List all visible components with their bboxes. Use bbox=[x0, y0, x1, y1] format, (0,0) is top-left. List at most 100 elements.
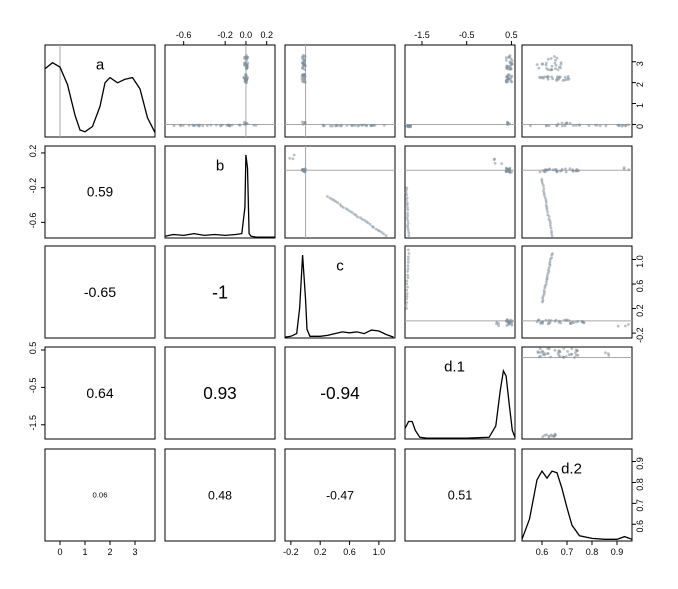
data-point bbox=[246, 61, 250, 65]
data-point bbox=[181, 124, 185, 127]
data-point bbox=[201, 124, 205, 128]
data-point bbox=[559, 321, 563, 325]
data-point bbox=[547, 124, 551, 128]
data-point bbox=[405, 203, 409, 207]
data-point bbox=[622, 166, 626, 170]
density-curve-b bbox=[164, 154, 275, 238]
variable-label-c: c bbox=[336, 258, 344, 275]
tick-label: 0.8 bbox=[586, 547, 599, 557]
tick-label: 3 bbox=[132, 547, 137, 557]
data-point bbox=[380, 231, 384, 234]
data-point bbox=[529, 124, 532, 128]
data-point bbox=[550, 231, 553, 235]
panel-b-b bbox=[164, 145, 276, 239]
data-point bbox=[407, 231, 411, 235]
data-point bbox=[407, 252, 411, 255]
panel-frame bbox=[521, 346, 633, 440]
data-point bbox=[563, 75, 567, 79]
panel-c-c bbox=[284, 245, 396, 339]
data-point bbox=[594, 123, 597, 127]
data-point bbox=[509, 67, 513, 70]
panel-b-d.1 bbox=[404, 145, 516, 239]
data-point bbox=[540, 179, 544, 183]
data-point bbox=[300, 120, 304, 124]
tick-label: 0 bbox=[57, 547, 62, 557]
tick-label: 0.5 bbox=[505, 30, 518, 40]
correlation-label: 0.93 bbox=[203, 383, 236, 403]
data-point bbox=[339, 124, 343, 128]
tick-label: 0 bbox=[635, 124, 645, 129]
data-point bbox=[406, 226, 410, 230]
data-point bbox=[242, 75, 246, 79]
data-point bbox=[560, 169, 563, 173]
data-point bbox=[366, 221, 370, 225]
correlation-label: -0.47 bbox=[326, 488, 354, 502]
data-point bbox=[219, 124, 223, 128]
data-point bbox=[500, 162, 504, 166]
data-point bbox=[508, 122, 511, 126]
data-point bbox=[303, 68, 307, 71]
panel-c-a bbox=[44, 245, 156, 339]
data-point bbox=[566, 75, 570, 78]
data-point bbox=[509, 57, 513, 61]
data-point bbox=[406, 219, 410, 223]
data-point bbox=[575, 169, 578, 173]
data-point bbox=[242, 122, 246, 126]
panel-frame bbox=[44, 245, 156, 339]
panel-frame bbox=[521, 245, 633, 339]
data-point bbox=[545, 207, 549, 211]
variable-label-d.1: d.1 bbox=[444, 359, 465, 376]
data-point bbox=[568, 167, 572, 171]
tick-label: 0.7 bbox=[635, 499, 645, 512]
data-point bbox=[245, 122, 248, 125]
data-point bbox=[550, 64, 554, 68]
data-point bbox=[547, 266, 551, 270]
data-point bbox=[553, 348, 557, 352]
data-point bbox=[539, 354, 542, 358]
data-point bbox=[506, 73, 510, 76]
data-point bbox=[577, 123, 581, 127]
data-point bbox=[547, 57, 550, 61]
data-point bbox=[303, 167, 306, 171]
tick-label: 1 bbox=[82, 547, 87, 557]
data-point bbox=[545, 67, 548, 70]
data-point bbox=[326, 195, 329, 198]
data-point bbox=[544, 280, 548, 284]
data-point bbox=[353, 124, 357, 127]
data-point bbox=[574, 124, 578, 127]
data-point bbox=[554, 58, 557, 62]
panel-frame bbox=[521, 145, 633, 239]
panel-frame bbox=[164, 346, 276, 440]
data-point bbox=[550, 68, 554, 72]
correlation-label: 0.64 bbox=[86, 385, 113, 401]
tick-label: 0.2 bbox=[260, 30, 273, 40]
data-point bbox=[627, 123, 630, 127]
tick-label: 2 bbox=[107, 547, 112, 557]
panel-a-a bbox=[44, 44, 156, 138]
data-point bbox=[567, 319, 571, 322]
data-point bbox=[245, 77, 249, 81]
data-point bbox=[554, 64, 558, 67]
tick-label: -0.2 bbox=[283, 547, 299, 557]
correlation-label: 0.51 bbox=[448, 488, 473, 502]
data-point bbox=[328, 196, 332, 200]
data-point bbox=[510, 320, 514, 324]
panel-a-d.1 bbox=[404, 44, 516, 138]
data-point bbox=[406, 264, 410, 268]
panel-d.1-a bbox=[44, 346, 156, 440]
tick-label: 1.0 bbox=[373, 547, 386, 557]
data-point bbox=[598, 124, 602, 128]
data-point bbox=[562, 347, 566, 350]
data-point bbox=[569, 322, 573, 325]
data-point bbox=[550, 256, 553, 260]
data-point bbox=[555, 124, 558, 128]
panel-frame bbox=[44, 346, 156, 440]
data-point bbox=[555, 77, 559, 81]
data-point bbox=[406, 211, 409, 215]
data-point bbox=[549, 319, 553, 322]
data-point bbox=[244, 56, 248, 60]
panel-frame bbox=[284, 346, 396, 440]
data-point bbox=[303, 121, 306, 124]
panel-frame bbox=[284, 245, 396, 339]
data-point bbox=[404, 304, 408, 307]
